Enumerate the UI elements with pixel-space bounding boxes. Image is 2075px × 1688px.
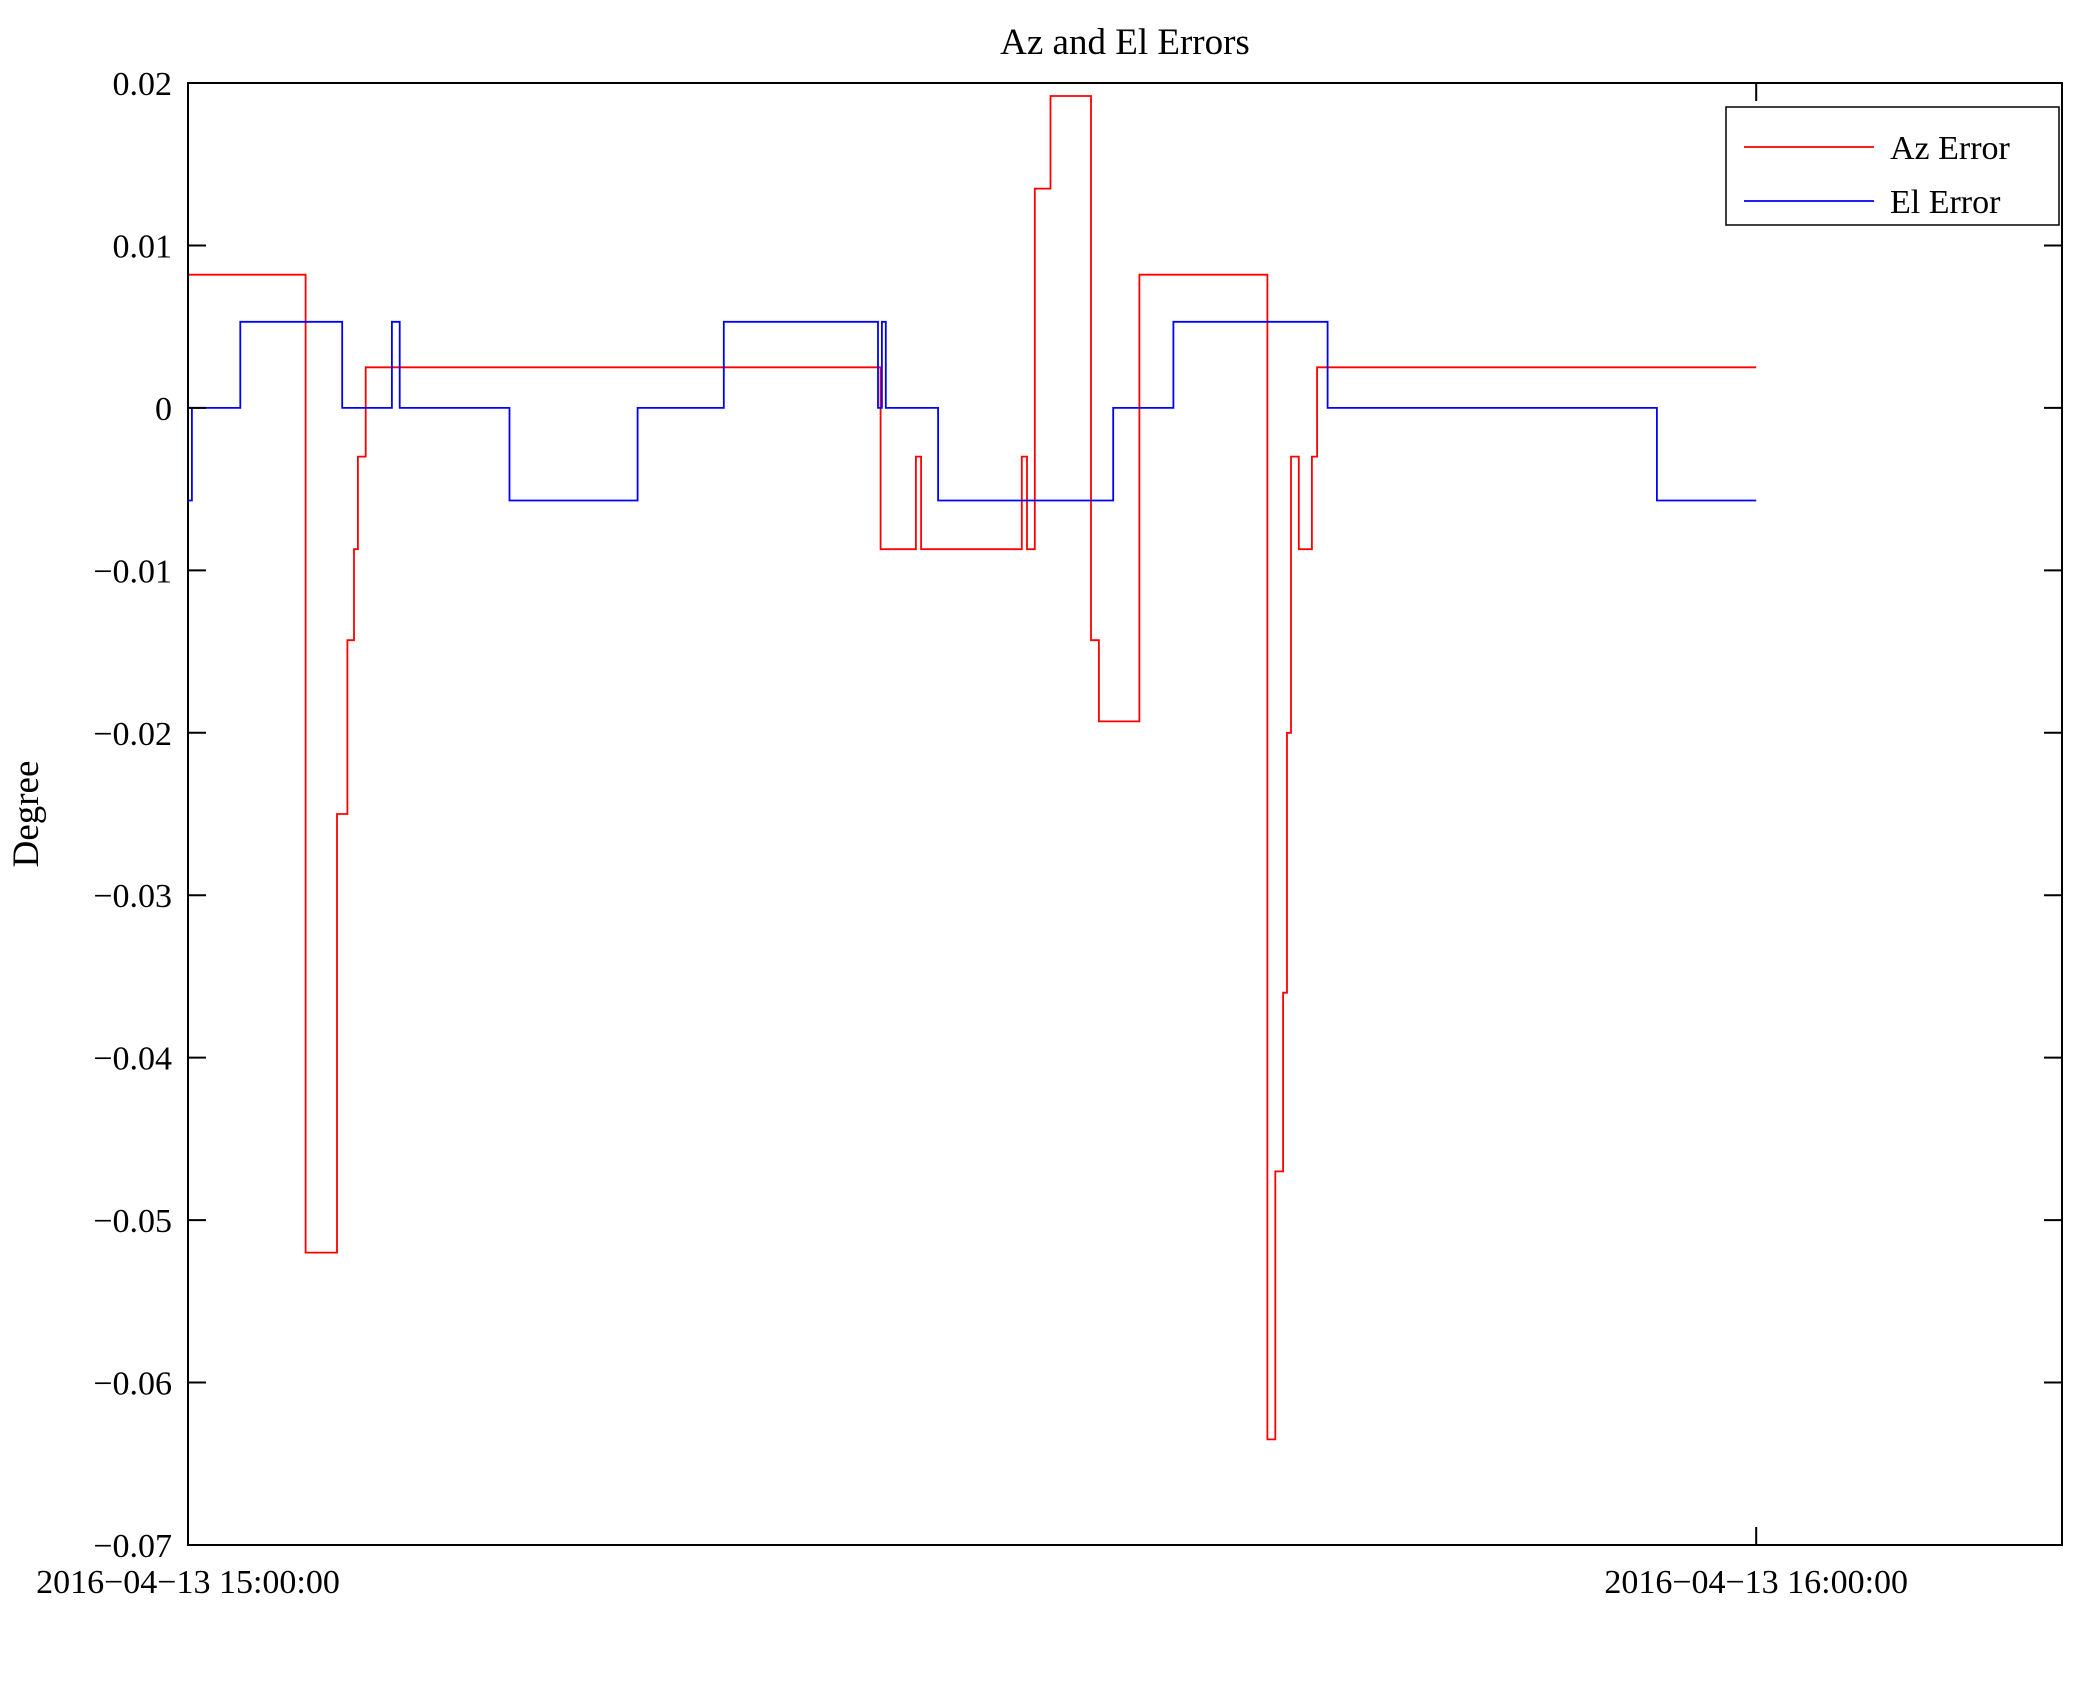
x-tick-label: 2016−04−13 16:00:00 [1604,1564,1908,1601]
y-tick-label: −0.04 [93,1041,172,1078]
x-tick-label: 2016−04−13 15:00:00 [36,1564,340,1601]
az-error-line [188,95,1757,1441]
legend-label-el-error: El Error [1890,184,2001,221]
y-tick-label: 0 [155,391,172,428]
plot-border [187,82,2063,1546]
y-tick-label: −0.07 [93,1528,172,1565]
y-tick-label: −0.02 [93,716,172,753]
y-tick-label: −0.06 [93,1366,172,1403]
y-tick-label: −0.01 [93,553,172,590]
legend-label-az-error: Az Error [1890,130,2011,167]
y-tick-label: −0.03 [93,878,172,915]
y-tick-label: 0.01 [113,228,173,265]
el-error-line [188,320,1757,502]
legend-box [1725,106,2060,226]
y-axis-label: Degree [6,761,47,868]
y-tick-label: 0.02 [113,66,173,103]
y-tick-label: −0.05 [93,1203,172,1240]
chart-title: Az and El Errors [1000,22,1250,63]
